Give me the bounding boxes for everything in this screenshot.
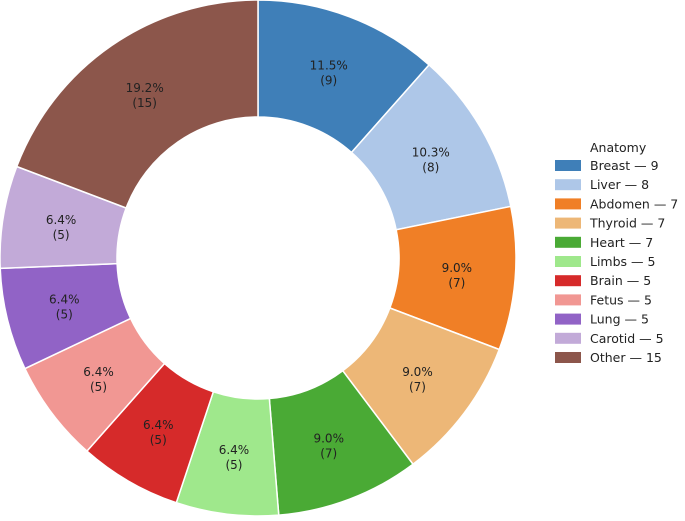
slice-other bbox=[15, 0, 259, 209]
slice-percent-label: 6.4% bbox=[49, 293, 80, 307]
legend-swatch-thyroid bbox=[555, 217, 581, 229]
slice-count-label: (7) bbox=[448, 276, 465, 290]
legend-items: Breast — 9 Liver — 8 Abdomen — 7 Thyroid — … bbox=[555, 158, 678, 365]
slice-percent-label: 9.0% bbox=[442, 261, 473, 275]
slice-count-label: (15) bbox=[132, 96, 157, 110]
slice-percent-label: 11.5% bbox=[310, 58, 348, 72]
legend-swatch-abdomen bbox=[555, 198, 581, 210]
slice-count-label: (8) bbox=[422, 160, 439, 174]
legend-label-fetus: Fetus — 5 bbox=[590, 292, 652, 307]
legend-label-carotid: Carotid — 5 bbox=[590, 331, 664, 346]
legend-label-other: Other — 15 bbox=[590, 350, 662, 365]
legend-swatch-lung bbox=[555, 313, 581, 325]
slice-percent-label: 9.0% bbox=[402, 365, 433, 379]
slice-percent-label: 6.4% bbox=[143, 418, 174, 432]
slice-percent-label: 10.3% bbox=[412, 145, 450, 159]
slice-percent-label: 19.2% bbox=[126, 81, 164, 95]
legend-swatch-liver bbox=[555, 179, 581, 191]
slice-percent-label: 6.4% bbox=[46, 213, 77, 227]
legend-title: Anatomy bbox=[590, 140, 647, 155]
slice-percent-label: 6.4% bbox=[219, 443, 250, 457]
legend-label-limbs: Limbs — 5 bbox=[590, 254, 655, 269]
slice-count-label: (5) bbox=[56, 308, 73, 322]
legend-swatch-carotid bbox=[555, 332, 581, 344]
legend-label-lung: Lung — 5 bbox=[590, 312, 649, 327]
slice-count-label: (5) bbox=[225, 458, 242, 472]
legend: Anatomy Breast — 9 Liver — 8 Abdomen — 7 Th… bbox=[555, 140, 678, 365]
legend-label-breast: Breast — 9 bbox=[590, 158, 659, 173]
legend-label-brain: Brain — 5 bbox=[590, 273, 651, 288]
legend-label-abdomen: Abdomen — 7 bbox=[590, 196, 678, 211]
donut-slices bbox=[0, 0, 517, 517]
legend-swatch-fetus bbox=[555, 294, 581, 306]
legend-swatch-breast bbox=[555, 160, 581, 171]
legend-swatch-other bbox=[555, 352, 581, 363]
slice-labels: 11.5%(9)10.3%(8)9.0%(7)9.0%(7)9.0%(7)6.4… bbox=[46, 58, 472, 472]
slice-percent-label: 6.4% bbox=[83, 365, 114, 379]
slice-count-label: (7) bbox=[320, 447, 337, 461]
legend-swatch-brain bbox=[555, 275, 581, 287]
slice-count-label: (5) bbox=[53, 228, 70, 242]
legend-swatch-heart bbox=[555, 236, 581, 248]
slice-count-label: (5) bbox=[90, 380, 107, 394]
legend-swatch-limbs bbox=[555, 256, 581, 267]
slice-count-label: (5) bbox=[150, 433, 167, 447]
legend-label-liver: Liver — 8 bbox=[590, 177, 649, 192]
slice-count-label: (9) bbox=[320, 73, 337, 87]
slice-percent-label: 9.0% bbox=[313, 432, 344, 446]
legend-label-heart: Heart — 7 bbox=[590, 235, 653, 250]
slice-count-label: (7) bbox=[409, 380, 426, 394]
legend-label-thyroid: Thyroid — 7 bbox=[589, 216, 665, 231]
